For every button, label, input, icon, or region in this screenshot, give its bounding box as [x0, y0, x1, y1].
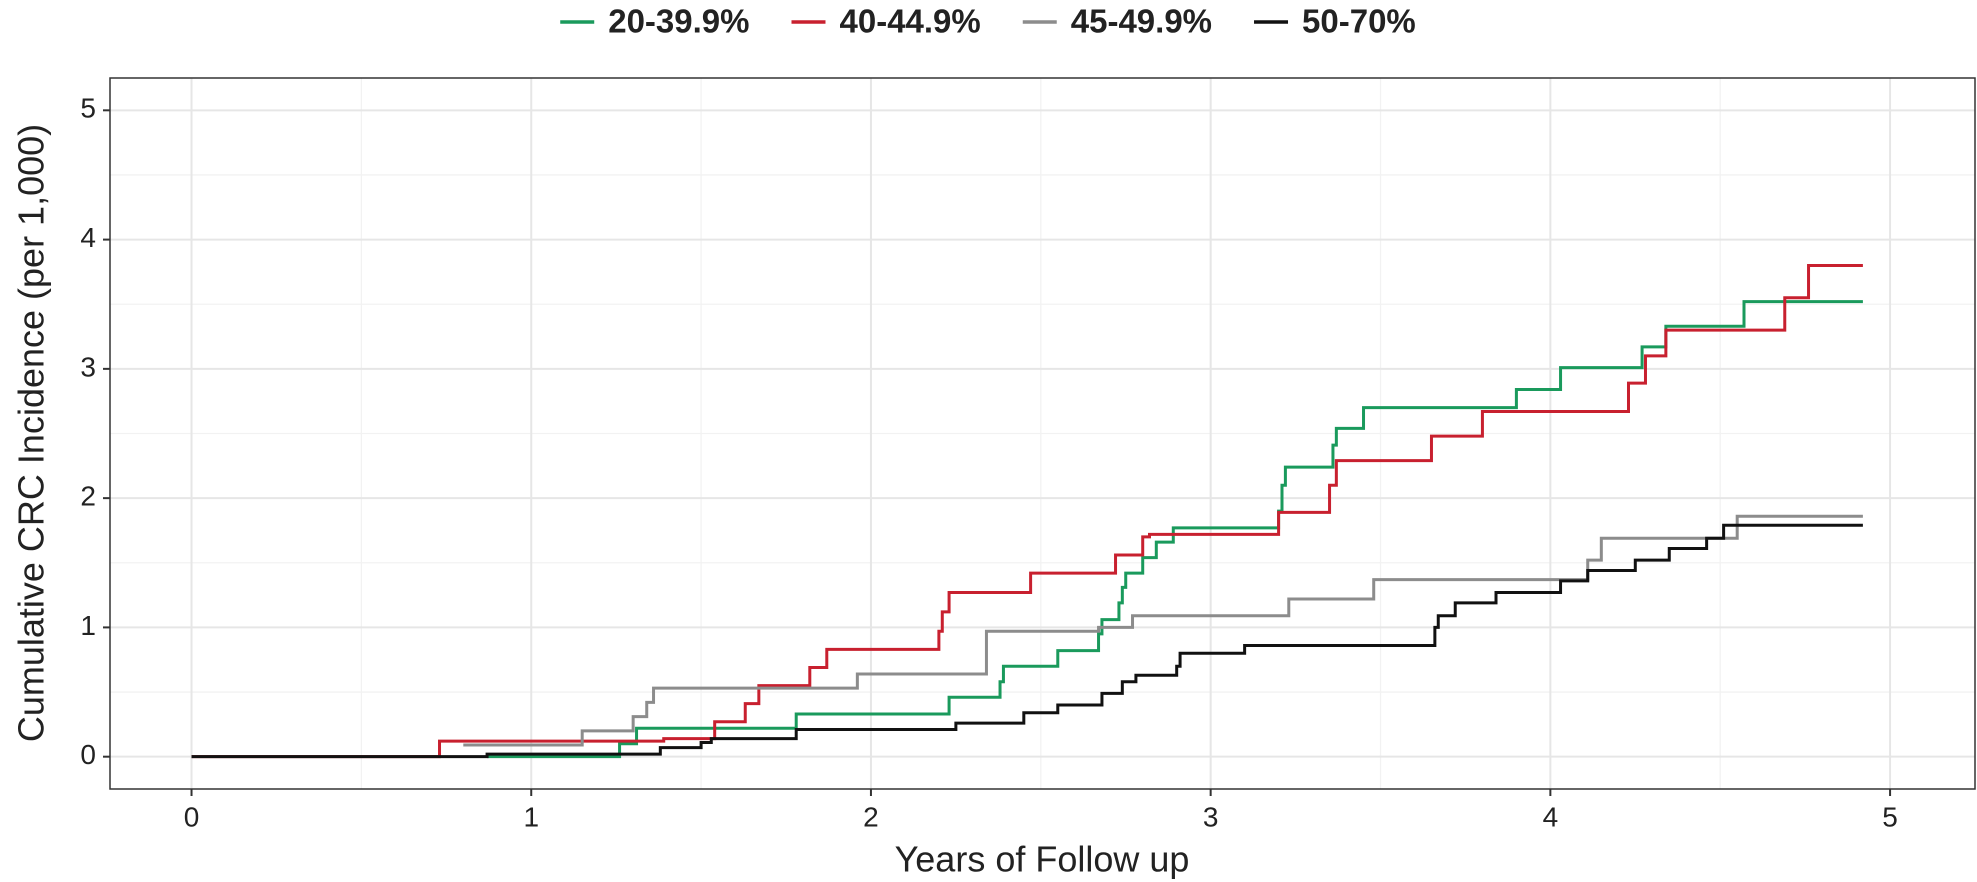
y-axis-title: Cumulative CRC Incidence (per 1,000) [11, 124, 52, 742]
x-tick-label: 3 [1203, 801, 1219, 832]
plot-border [109, 77, 1976, 790]
y-tick-label: 4 [80, 222, 96, 253]
y-tick-label: 1 [80, 610, 96, 641]
legend: 20-39.9% 40-44.9% 45-49.9% 50-70% [560, 3, 1416, 40]
x-axis-title: Years of Follow up [895, 839, 1190, 880]
x-tick-label: 5 [1882, 801, 1898, 832]
step-line [463, 514, 1863, 747]
step-line [487, 300, 1863, 759]
y-tick-label: 2 [80, 481, 96, 512]
legend-label: 45-49.9% [1071, 3, 1212, 40]
x-tick-label: 0 [184, 801, 200, 832]
legend-label: 40-44.9% [839, 3, 980, 40]
x-tick-label: 1 [523, 801, 539, 832]
step-line [191, 523, 1863, 759]
step-line [191, 263, 1863, 759]
y-tick-label: 0 [80, 739, 96, 770]
legend-label: 20-39.9% [608, 3, 749, 40]
legend-label: 50-70% [1302, 3, 1416, 40]
y-tick-label: 5 [80, 93, 96, 124]
y-tick-label: 3 [80, 351, 96, 382]
x-tick-label: 4 [1543, 801, 1559, 832]
x-tick-label: 2 [863, 801, 879, 832]
